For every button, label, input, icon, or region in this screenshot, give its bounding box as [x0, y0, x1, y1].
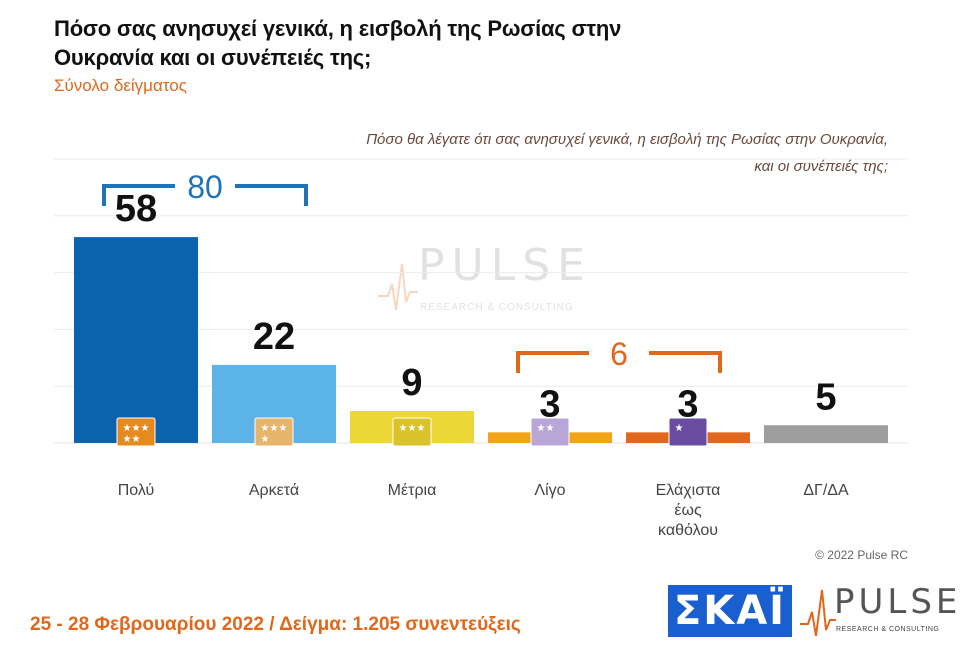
star-glyph: ★ [261, 423, 270, 434]
rating-star-icon [530, 417, 570, 447]
data-label: 22 [253, 316, 295, 358]
watermark-word: PULSE [418, 240, 592, 291]
star-glyph: ★ [279, 423, 288, 434]
star-glyph: ★ [123, 434, 132, 445]
group-bracket [102, 184, 175, 206]
group-bracket [649, 351, 722, 373]
data-label: 9 [401, 362, 422, 404]
skai-logo: ΣΚΑΪ [668, 585, 792, 637]
category-label: Μέτρια [388, 482, 437, 499]
data-label: 58 [115, 188, 157, 230]
star-glyph: ★ [408, 423, 417, 434]
category-label: Πολύ [118, 482, 155, 499]
watermark-tag: RESEARCH & CONSULTING [420, 302, 574, 313]
group-bracket [516, 351, 589, 373]
category-label: Αρκετά [249, 482, 299, 499]
data-label: 3 [677, 383, 698, 425]
date-sample-text: 25 - 28 Φεβρουαρίου 2022 / Δείγμα: 1.205… [30, 614, 521, 635]
star-glyph: ★ [132, 434, 141, 445]
rating-star-icon [392, 417, 432, 447]
star-glyph: ★ [417, 423, 426, 434]
category-label: καθόλου [658, 522, 718, 539]
star-glyph: ★ [132, 423, 141, 434]
pulse-wave-icon [378, 263, 418, 311]
rating-star-icon [668, 417, 708, 447]
category-label: Λίγο [534, 482, 565, 499]
chart-title: Πόσο σας ανησυχεί γενικά, η εισβολή της … [54, 16, 622, 70]
pulse-watermark: PULSE RESEARCH & CONSULTING [378, 240, 618, 324]
star-glyph: ★ [537, 423, 546, 434]
star-glyph: ★ [546, 423, 555, 434]
group-total-label: 6 [610, 336, 628, 372]
pulse-logo-tag: RESEARCH & CONSULTING [836, 626, 940, 633]
star-glyph: ★ [141, 423, 150, 434]
star-glyph: ★ [675, 423, 684, 434]
bar [74, 237, 198, 443]
pulse-logo: PULSE RESEARCH & CONSULTING [800, 582, 957, 640]
pulse-wave-icon [800, 589, 836, 637]
category-label: έως [674, 502, 702, 519]
category-label: Ελάχιστα [656, 482, 721, 499]
pulse-logo-word: PULSE [834, 582, 960, 622]
star-glyph: ★ [261, 434, 270, 445]
data-label: 5 [815, 376, 836, 418]
star-glyph: ★ [270, 423, 279, 434]
group-total-label: 80 [187, 169, 223, 205]
rating-star-icon [254, 417, 294, 447]
question-text: Πόσο θα λέγατε ότι σας ανησυχεί γενικά, … [248, 126, 888, 180]
chart-subtitle: Σύνολο δείγματος [54, 76, 187, 95]
question-line-2: και οι συνέπειές της; [754, 158, 888, 175]
category-label: ΔΓ/ΔΑ [803, 482, 849, 499]
question-line-1: Πόσο θα λέγατε ότι σας ανησυχεί γενικά, … [366, 131, 888, 148]
bar [764, 425, 888, 443]
skai-logo-text: ΣΚΑΪ [673, 588, 787, 634]
star-glyph: ★ [123, 423, 132, 434]
copyright-text: © 2022 Pulse RC [815, 548, 908, 562]
star-glyph: ★ [399, 423, 408, 434]
data-label: 3 [539, 383, 560, 425]
rating-star-icon [116, 417, 156, 447]
group-bracket [235, 184, 308, 206]
